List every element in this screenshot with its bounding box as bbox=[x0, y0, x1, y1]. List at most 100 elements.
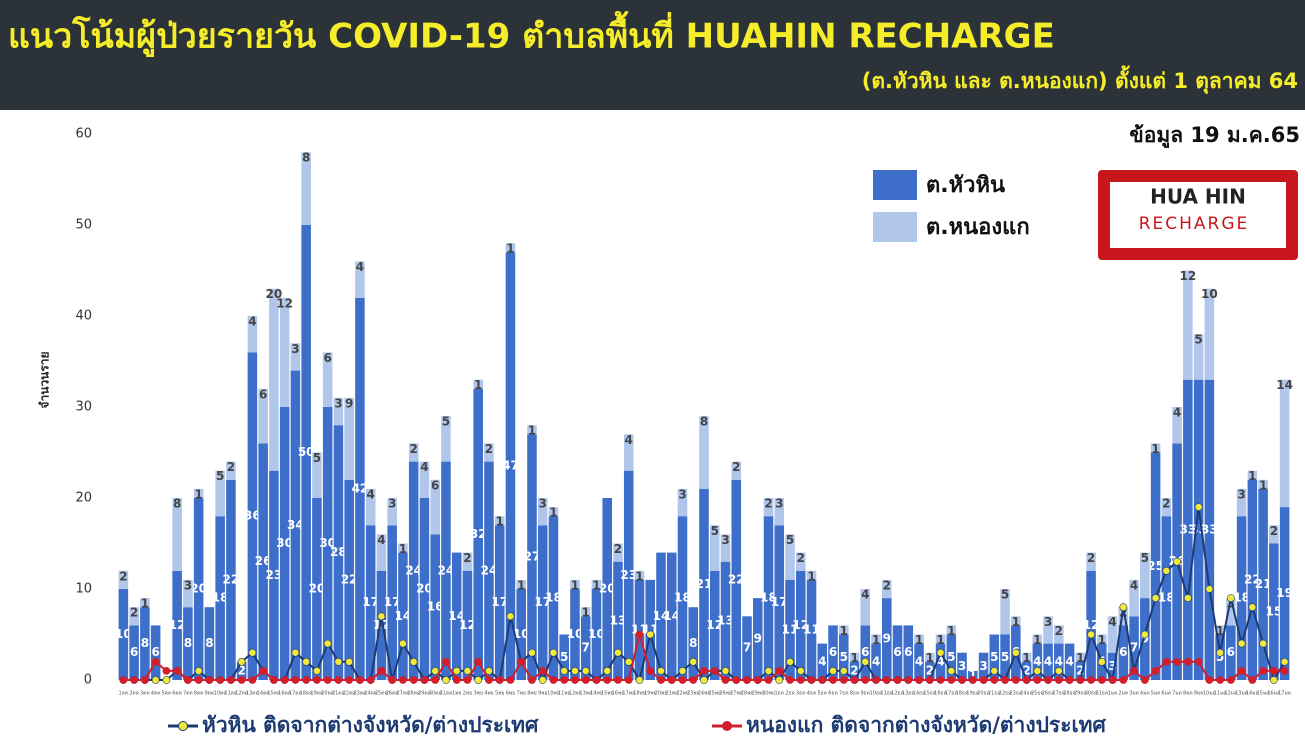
line-marker bbox=[506, 612, 515, 621]
legend-label: ต.หัวหิน bbox=[926, 173, 1005, 198]
x-tick-label: 21ตค bbox=[332, 691, 345, 697]
x-tick-label: 9ธค bbox=[860, 691, 870, 697]
line-marker bbox=[1205, 676, 1214, 684]
data-label: 11 bbox=[642, 622, 659, 636]
bar bbox=[150, 625, 161, 680]
logo: HUA HIN RECHARGE bbox=[1098, 170, 1298, 260]
data-label: 6 bbox=[893, 645, 901, 659]
x-tick-label: 30ธค bbox=[1085, 691, 1098, 697]
line-marker bbox=[1280, 667, 1289, 675]
data-label: 3 bbox=[1044, 615, 1052, 629]
line-marker bbox=[140, 676, 149, 684]
x-tick-label: 13ธค bbox=[902, 691, 915, 697]
x-tick-label: 7พย bbox=[517, 691, 526, 697]
bar bbox=[935, 634, 946, 644]
data-label: 12 bbox=[459, 618, 476, 632]
line-marker bbox=[485, 676, 493, 684]
bar bbox=[1032, 643, 1043, 680]
data-label: 2 bbox=[463, 551, 471, 565]
data-label: 12 bbox=[1083, 618, 1100, 632]
x-tick-label: 26พย bbox=[719, 691, 732, 697]
bar bbox=[387, 498, 397, 526]
data-label: 2 bbox=[1270, 524, 1278, 538]
data-label: 4 bbox=[1108, 615, 1116, 629]
data-label: 25 bbox=[1147, 559, 1164, 573]
x-tick-label: 25ตค bbox=[375, 691, 388, 697]
line-marker bbox=[237, 657, 246, 666]
data-label: 22 bbox=[1244, 572, 1261, 586]
line-marker bbox=[495, 676, 504, 684]
bar bbox=[215, 470, 225, 517]
data-label: 8 bbox=[184, 636, 192, 650]
line-marker bbox=[1151, 594, 1160, 602]
data-label: 3 bbox=[979, 659, 987, 673]
line-marker bbox=[399, 639, 407, 648]
line-marker bbox=[1162, 566, 1171, 575]
data-label: 5 bbox=[1141, 551, 1149, 565]
x-tick-label: 18พย bbox=[633, 691, 646, 697]
bar bbox=[183, 579, 193, 608]
line-marker bbox=[1140, 676, 1149, 684]
line-marker bbox=[302, 657, 311, 666]
bar bbox=[279, 297, 290, 407]
bar bbox=[795, 570, 806, 680]
line-marker bbox=[528, 676, 536, 684]
legend-marker bbox=[178, 721, 188, 731]
data-label: 10 bbox=[588, 627, 605, 641]
line-marker bbox=[323, 639, 332, 648]
line-marker bbox=[1097, 657, 1106, 666]
data-label: 24 bbox=[481, 563, 498, 577]
bar bbox=[548, 507, 559, 517]
bar bbox=[763, 516, 774, 680]
x-tick-label: 4ธค bbox=[807, 691, 817, 697]
bar bbox=[1011, 616, 1021, 626]
bar bbox=[1054, 643, 1064, 680]
line-marker bbox=[1130, 667, 1138, 675]
line-marker bbox=[474, 676, 483, 684]
data-label: 3 bbox=[678, 487, 686, 501]
bar bbox=[774, 525, 785, 680]
line-marker bbox=[732, 676, 741, 684]
x-tick-label: 26ธค bbox=[1042, 691, 1055, 697]
x-tick-label: 9ตค bbox=[205, 691, 215, 697]
line-marker bbox=[786, 657, 794, 666]
line-marker bbox=[657, 667, 665, 675]
data-label: 14 bbox=[653, 609, 670, 623]
bar bbox=[1129, 579, 1139, 617]
line-marker bbox=[1248, 676, 1257, 684]
x-tick-label: 16ธค bbox=[934, 691, 947, 697]
bar bbox=[925, 652, 935, 662]
line-marker bbox=[259, 667, 268, 675]
bar bbox=[322, 407, 333, 680]
line-marker bbox=[538, 676, 547, 684]
line-marker bbox=[936, 648, 945, 657]
line-marker bbox=[1119, 676, 1128, 684]
line-marker bbox=[205, 676, 214, 684]
x-tick-label: 29ตค bbox=[418, 691, 431, 697]
x-tick-label: 29ธค bbox=[1074, 691, 1087, 697]
data-label: 2 bbox=[1162, 497, 1170, 511]
x-tick-label: 3ธค bbox=[796, 691, 806, 697]
line-marker bbox=[614, 648, 622, 657]
line-marker bbox=[872, 676, 880, 684]
bar bbox=[839, 625, 849, 635]
line-marker bbox=[904, 676, 913, 684]
line-marker bbox=[861, 676, 870, 684]
x-tick-label: 11ธค bbox=[880, 691, 893, 697]
data-label: 18 bbox=[545, 591, 562, 605]
x-tick-label: 14พย bbox=[590, 691, 603, 697]
x-tick-label: 7มค bbox=[1172, 691, 1182, 697]
line-marker bbox=[678, 676, 687, 684]
data-label: 2 bbox=[883, 578, 891, 592]
bar bbox=[623, 470, 634, 680]
line-marker bbox=[1054, 676, 1063, 684]
bar bbox=[398, 543, 408, 553]
data-label: 3 bbox=[1237, 487, 1245, 501]
data-label: 5 bbox=[1001, 650, 1009, 664]
data-label: 6 bbox=[323, 351, 331, 365]
data-label: 4 bbox=[1033, 654, 1041, 668]
data-label: 1 bbox=[399, 542, 407, 556]
line-marker bbox=[420, 676, 429, 684]
data-label: 1 bbox=[1012, 615, 1020, 629]
bar bbox=[602, 498, 613, 680]
